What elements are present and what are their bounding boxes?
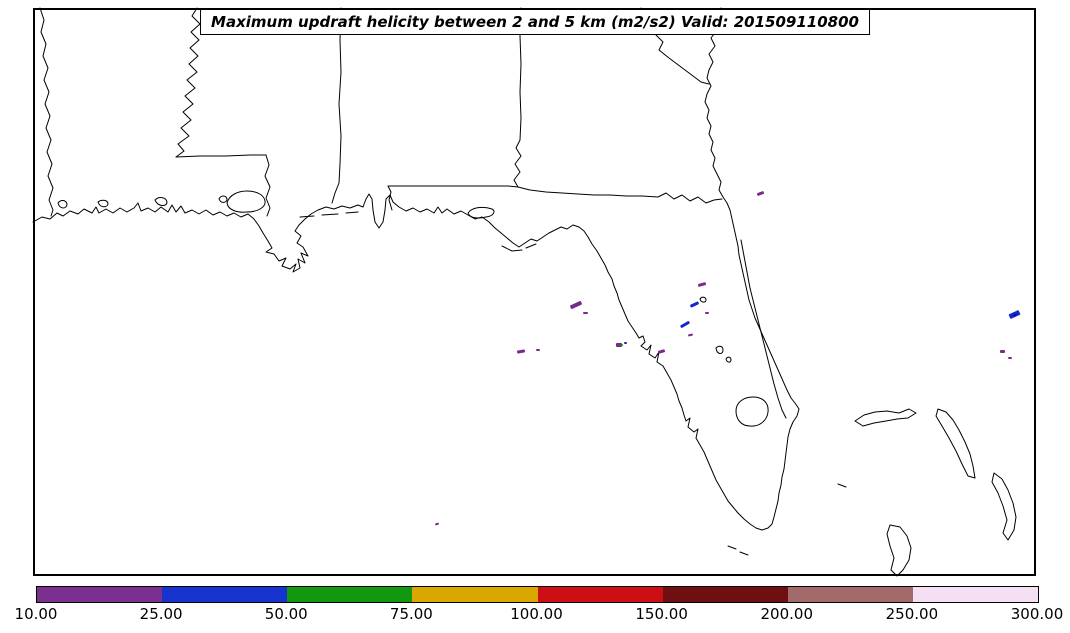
plot-title: Maximum updraft helicity between 2 and 5…	[211, 13, 859, 31]
colorbar-tick-label: 10.00	[14, 605, 58, 623]
helicity-track-mark	[434, 522, 440, 526]
colorbar	[36, 586, 1039, 603]
colorbar-tick-label: 200.00	[760, 605, 814, 623]
colorbar-tick-label: 100.00	[510, 605, 563, 623]
helicity-track-mark	[756, 190, 765, 197]
colorbar-segment	[162, 587, 288, 602]
helicity-track-mark	[679, 320, 691, 329]
helicity-track-mark	[1000, 350, 1005, 353]
colorbar-segment	[912, 587, 1038, 602]
helicity-track-mark	[697, 282, 707, 287]
colorbar-segment	[37, 587, 163, 602]
helicity-track-mark	[583, 312, 588, 314]
helicity-track-mark	[687, 333, 694, 337]
colorbar-segment	[662, 587, 788, 602]
colorbar-segment	[537, 587, 663, 602]
colorbar-tick-label: 300.00	[1010, 605, 1064, 623]
helicity-track-mark	[657, 349, 666, 354]
colorbar-segment	[287, 587, 413, 602]
colorbar-tick-label: 150.00	[635, 605, 688, 623]
helicity-track-mark	[1008, 357, 1012, 359]
helicity-track-mark	[620, 344, 623, 346]
colorbar-tick-label: 250.00	[885, 605, 939, 623]
colorbar-segment	[412, 587, 538, 602]
helicity-track-mark	[516, 349, 526, 354]
colorbar-tick-label: 50.00	[264, 605, 308, 623]
helicity-track-mark	[569, 300, 583, 310]
title-box: Maximum updraft helicity between 2 and 5…	[200, 9, 870, 35]
helicity-track-mark	[689, 301, 700, 308]
helicity-track-mark	[536, 349, 540, 351]
colorbar-segment	[787, 587, 913, 602]
helicity-track-mark	[624, 342, 627, 344]
colorbar-tick-label: 75.00	[389, 605, 433, 623]
colorbar-tick-label: 25.00	[139, 605, 183, 623]
helicity-track-mark	[705, 312, 709, 314]
colorbar-ticks: 10.00 25.00 50.00 75.00 100.00 150.00 200.00 25…	[0, 605, 1070, 625]
